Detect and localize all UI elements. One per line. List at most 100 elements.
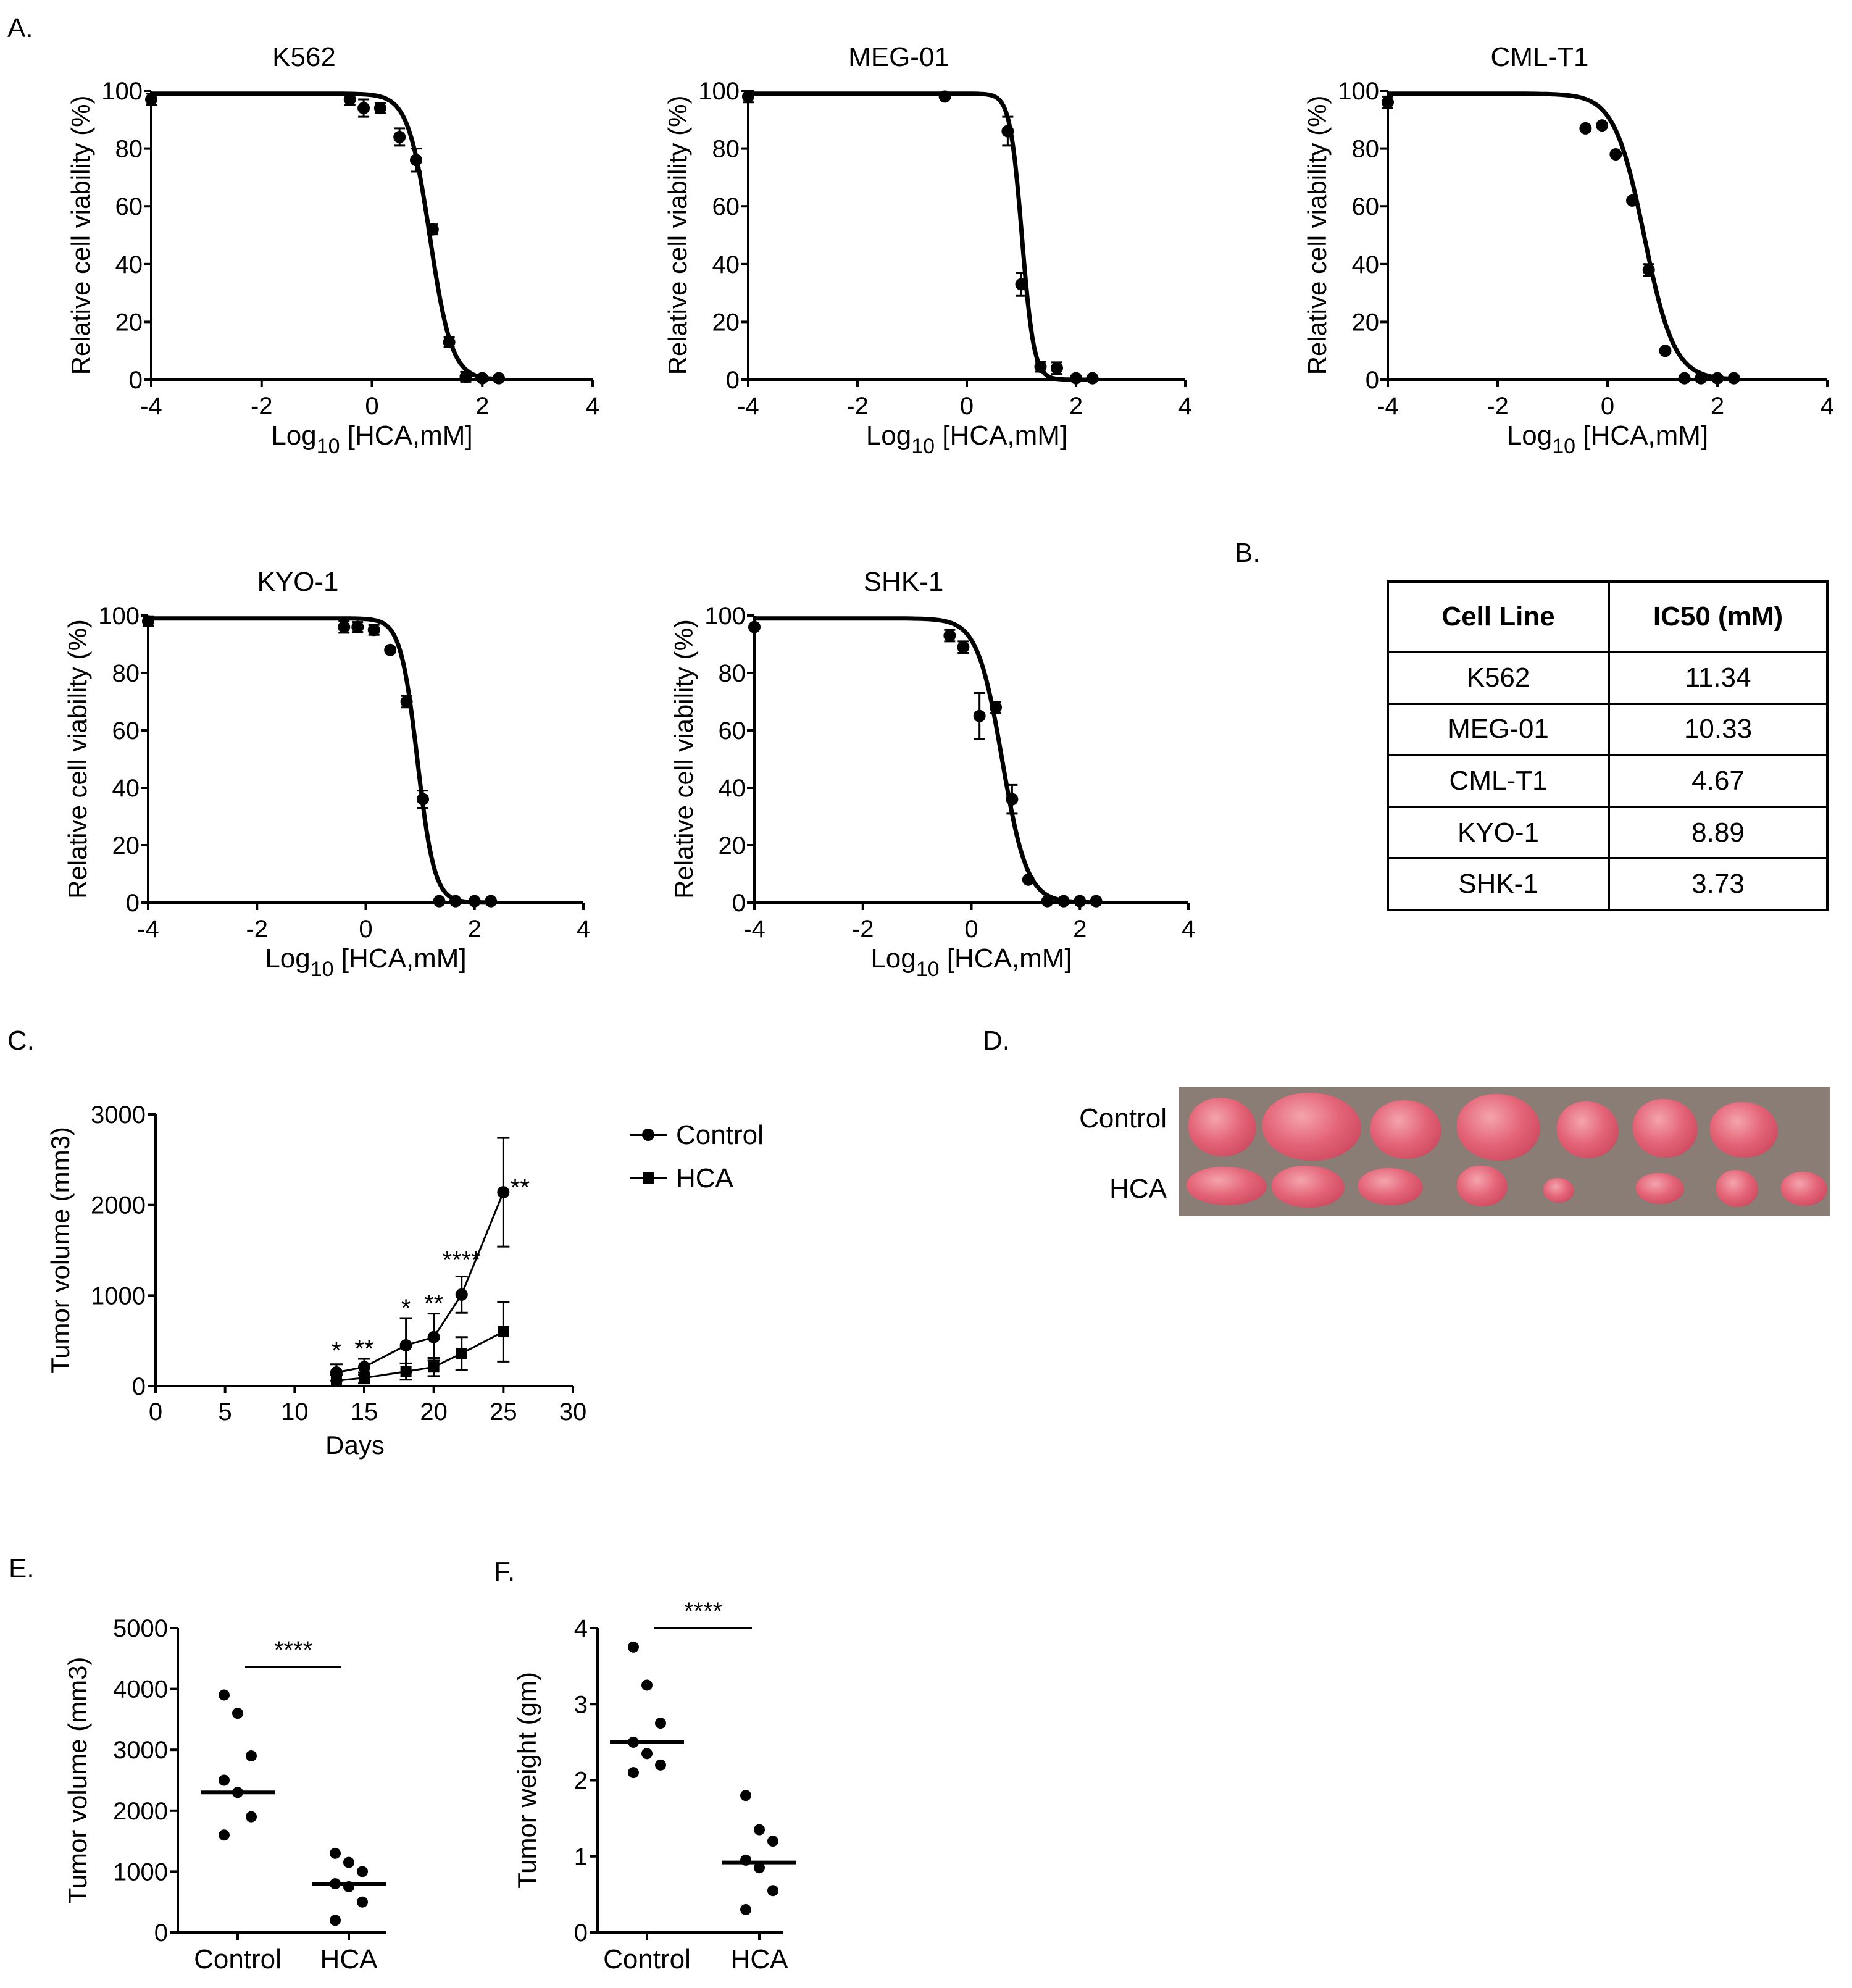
y-tick-label: 2 (574, 1768, 588, 1795)
y-tick-label: 20 (719, 832, 746, 859)
photo-label-hca: HCA (1109, 1174, 1167, 1204)
y-tick-label: 60 (115, 193, 143, 220)
table-cell: KYO-1 (1387, 805, 1610, 860)
data-point (246, 1750, 257, 1762)
data-point (1057, 895, 1070, 908)
y-tick-label: 4 (574, 1615, 588, 1642)
y-tick-label: 60 (112, 717, 140, 745)
x-tick-label: 4 (1821, 393, 1834, 420)
data-point (145, 93, 157, 106)
x-axis-label-main: Log (271, 420, 316, 451)
y-axis-label: Relative cell viability (%) (66, 96, 95, 375)
data-point (357, 1866, 368, 1877)
data-point (219, 1689, 230, 1701)
tumor-weight-dot-plot: 0 1 2 3 4 Tumor weight (gm) Control HCA **** (512, 1598, 796, 1974)
x-tick-label: -2 (1487, 393, 1509, 420)
data-point (990, 701, 1003, 714)
tumor-image (1262, 1093, 1361, 1161)
y-tick-label: 80 (112, 660, 140, 687)
x-axis-label: Log10 [HCA,mM] (870, 943, 1072, 981)
y-tick-label: 60 (719, 717, 746, 745)
photo-label-control: Control (1079, 1103, 1167, 1134)
data-point (343, 1856, 354, 1868)
data-point (1001, 125, 1014, 138)
ic50-header-cell-line: Cell Line (1387, 580, 1610, 654)
y-axis-label: Relative cell viability (%) (663, 96, 692, 375)
y-tick-label: 2000 (113, 1798, 168, 1825)
tumor-image (1272, 1166, 1345, 1208)
x-tick-label: 0 (964, 916, 978, 943)
y-tick-label: 40 (712, 251, 740, 278)
x-tick-label: Control (194, 1944, 282, 1974)
y-tick-label: 4000 (113, 1676, 168, 1703)
x-tick-label: 2 (468, 916, 482, 943)
data-point (417, 793, 430, 806)
data-point (343, 93, 356, 106)
data-point (428, 1361, 440, 1373)
table-cell: 8.89 (1608, 805, 1829, 860)
y-tick-label: 0 (732, 890, 746, 917)
y-tick-label: 5000 (113, 1615, 168, 1642)
data-point (219, 1829, 230, 1841)
data-point (449, 895, 462, 908)
data-point (427, 1330, 440, 1343)
table-cell: CML-T1 (1387, 754, 1610, 808)
data-point (1596, 119, 1609, 132)
shk1-dose-response-chart: 0 20 40 60 80 100 -4 -2 0 2 4 SHK-1 Relative cell vi… (669, 567, 1195, 981)
x-axis-label-subscript: 10 (1552, 435, 1575, 458)
y-tick-label: 20 (1352, 309, 1380, 336)
data-point (943, 629, 956, 642)
tumor-image (1633, 1099, 1698, 1158)
table-row: K562 11.34 (1387, 651, 1829, 705)
data-point (497, 1186, 510, 1199)
data-point (400, 695, 413, 708)
x-tick-label: 0 (365, 393, 378, 420)
x-axis-label-rest: [HCA,mM] (340, 420, 473, 451)
significance-label: * (332, 1337, 341, 1364)
x-axis-label-subscript: 10 (317, 435, 340, 458)
data-point (1070, 372, 1082, 385)
meg01-dose-response-chart: 0 20 40 60 80 100 -4 -2 0 2 4 MEG-01 Relative cell v… (663, 42, 1192, 458)
data-point (357, 1896, 368, 1908)
legend-label: HCA (676, 1163, 734, 1193)
data-point (219, 1774, 230, 1786)
data-point (655, 1759, 666, 1771)
y-tick-label: 100 (1338, 78, 1379, 105)
y-tick-label: 2000 (91, 1192, 146, 1219)
cmlt1-dose-response-chart: 0 20 40 60 80 100 -4 -2 0 2 4 CML-T1 Relative cell v… (1303, 42, 1834, 458)
data-point (410, 154, 422, 167)
data-point (1609, 148, 1622, 161)
x-axis-label-main: Log (870, 943, 916, 974)
x-tick-label: 0 (1601, 393, 1614, 420)
data-point (1678, 372, 1691, 385)
panel-letter-c: C. (7, 1025, 35, 1056)
y-tick-label: 100 (101, 78, 143, 105)
data-point (1086, 372, 1099, 385)
tumor-image (1710, 1102, 1778, 1158)
y-tick-label: 20 (115, 309, 143, 336)
data-point (357, 102, 370, 115)
data-point (246, 1811, 257, 1823)
y-tick-label: 80 (712, 136, 740, 163)
x-tick-label: -4 (1377, 393, 1399, 420)
significance-label: **** (443, 1247, 481, 1274)
y-tick-label: 40 (1352, 251, 1380, 278)
y-tick-label: 0 (126, 890, 140, 917)
x-axis-label-main: Log (265, 943, 310, 974)
data-point (433, 895, 446, 908)
x-axis-label-main: Log (1507, 420, 1552, 451)
data-point (1659, 345, 1672, 357)
x-tick-label: 2 (1069, 393, 1083, 420)
panel-letter-f: F. (494, 1556, 515, 1587)
data-point (493, 372, 506, 385)
data-point (628, 1641, 639, 1653)
data-point (367, 624, 380, 637)
x-tick-label: 0 (359, 916, 372, 943)
y-axis-label: Tumor volume (mm3) (63, 1657, 92, 1904)
x-tick-label: 4 (1178, 393, 1192, 420)
data-point (455, 1288, 468, 1301)
data-point (1015, 278, 1028, 291)
y-tick-label: 3000 (113, 1737, 168, 1764)
data-point (1642, 264, 1655, 277)
table-row: KYO-1 8.89 (1387, 805, 1829, 860)
